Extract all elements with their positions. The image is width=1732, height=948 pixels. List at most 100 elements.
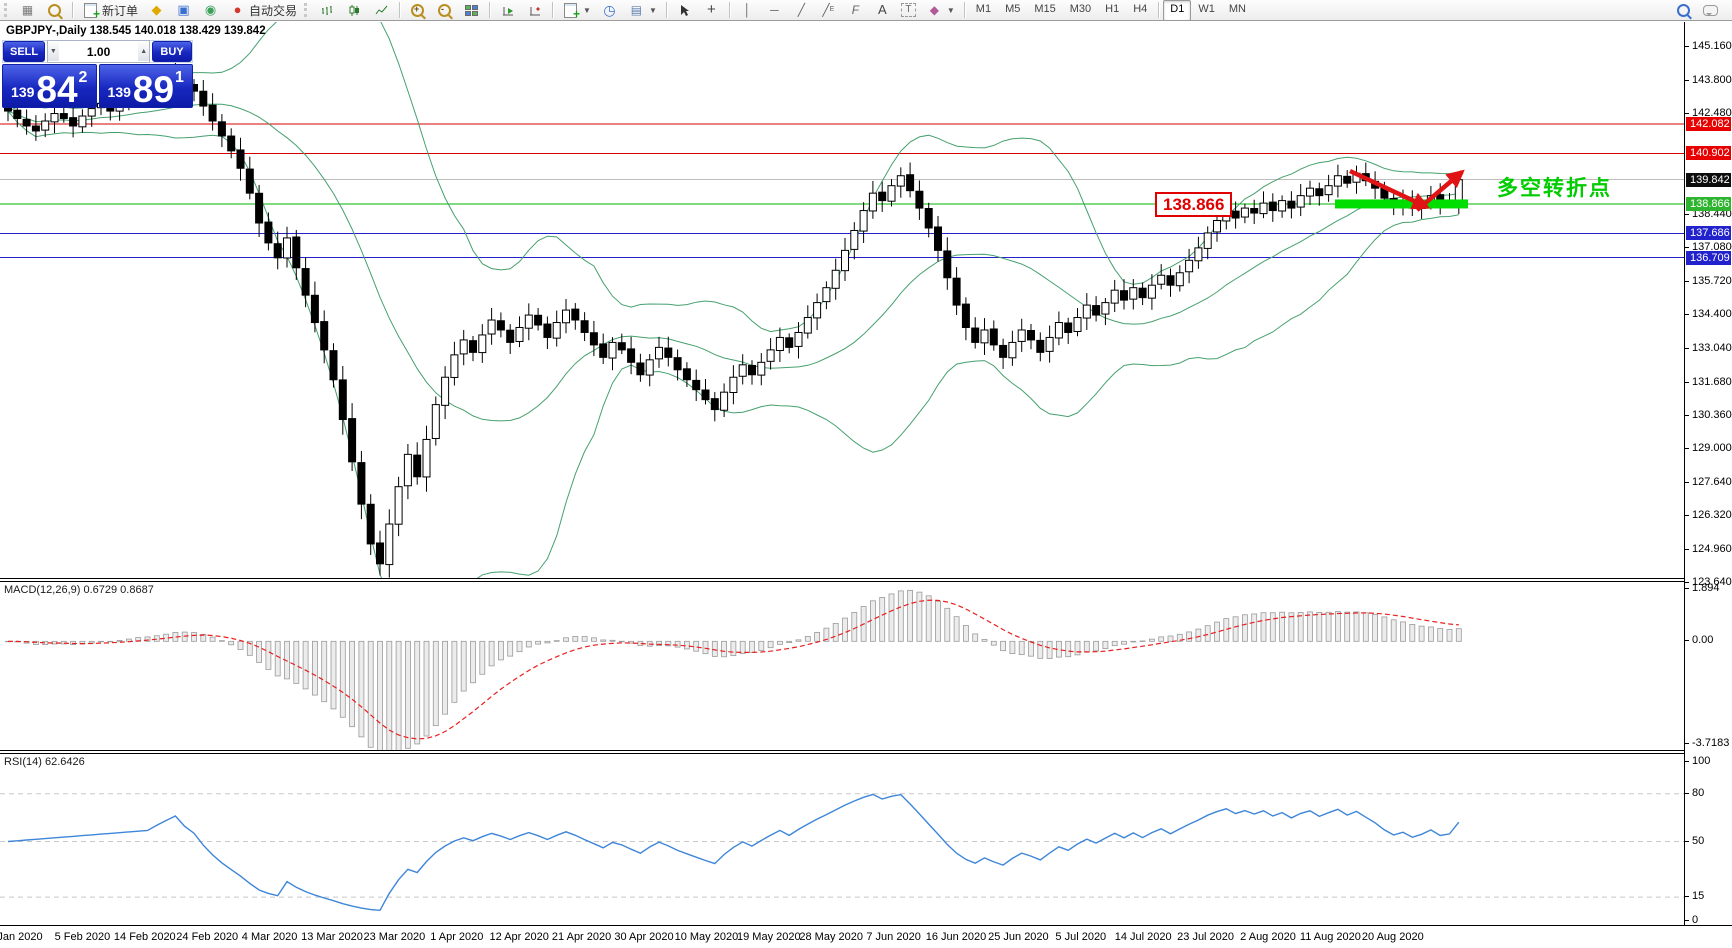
timeframe-h1[interactable]: H1 <box>1105 2 1120 15</box>
date-tick-label: 23 Jul 2020 <box>1177 931 1235 943</box>
fibonacci-icon: F <box>851 3 860 17</box>
bid-ask-display: 139 84 2 139 89 1 <box>2 64 193 108</box>
text-button[interactable]: A <box>869 0 896 21</box>
price-level-annotation[interactable]: 138.866 <box>1155 191 1233 217</box>
main-toolbar: ▦ 新订单 ◆ ▣ ◉ ● 自动交易 + - ▼ ◷ ▤▼ + │ ─ ╱ ╱E… <box>0 0 1732 22</box>
one-click-trading-panel: SELL ▼ ▲ BUY 139 84 2 139 89 1 <box>2 40 193 108</box>
chart-line-icon <box>373 2 390 18</box>
buy-price-button[interactable]: 139 89 1 <box>98 64 193 108</box>
vertical-line-button[interactable]: │ <box>734 0 761 21</box>
tile-windows-button[interactable] <box>458 0 485 21</box>
toolbar-separator <box>72 2 73 18</box>
autotrading-icon: ● <box>233 2 242 17</box>
zoom-in-icon: + <box>409 2 426 18</box>
volume-input[interactable] <box>58 42 139 61</box>
indicators-dropdown[interactable]: ▼ <box>557 0 596 22</box>
date-tick-label: 4 Mar 2020 <box>241 931 298 943</box>
auto-scroll-button[interactable] <box>494 0 521 21</box>
new-order-button[interactable]: 新订单 <box>77 0 143 22</box>
date-tick-label: 1 Apr 2020 <box>430 931 484 943</box>
sell-button[interactable]: SELL <box>3 41 46 62</box>
chevron-down-icon: ▼ <box>648 5 657 15</box>
timeframe-mn[interactable]: MN <box>1228 2 1246 15</box>
timeframe-m30[interactable]: M30 <box>1069 2 1092 15</box>
profiles-icon <box>46 2 63 18</box>
equidistant-channel-button[interactable]: ╱ E <box>815 0 842 21</box>
price-line-badge: 142.082 <box>1686 116 1731 131</box>
rsi-scale-label: 15 <box>1684 890 1705 903</box>
timeframe-m15[interactable]: M15 <box>1034 2 1056 15</box>
zoom-in-button[interactable]: + <box>404 0 431 21</box>
time-scale[interactable]: Jan 2020 5 Feb 2020 14 Feb 2020 24 Feb 2020… <box>0 925 1732 948</box>
terminal-button[interactable]: ▣ <box>170 0 197 21</box>
volume-increase-button[interactable]: ▲ <box>138 42 150 61</box>
volume-stepper: ▼ ▲ <box>47 40 150 63</box>
auto-scroll-icon <box>499 2 516 18</box>
price-chart-canvas[interactable] <box>0 22 1684 578</box>
timeframe-m5[interactable]: M5 <box>1005 2 1021 15</box>
timeframe-h4[interactable]: H4 <box>1133 2 1148 15</box>
date-tick-label: 20 Aug 2020 <box>1361 931 1424 943</box>
rsi-scale-label: 0 <box>1684 914 1699 926</box>
chat-icon <box>1702 2 1719 18</box>
chart-bars-icon <box>319 2 336 18</box>
metaeditor-button[interactable]: ◆ <box>143 0 170 21</box>
panel-separator[interactable] <box>0 578 1732 582</box>
sell-price-button[interactable]: 139 84 2 <box>2 64 97 108</box>
macd-indicator-label: MACD(12,26,9) 0.6729 0.8687 <box>4 584 154 596</box>
trendline-button[interactable]: ╱ <box>788 0 815 21</box>
periods-dropdown[interactable]: ◷ <box>596 0 623 21</box>
chart-candles-icon <box>346 2 363 18</box>
search-button[interactable] <box>1670 0 1697 21</box>
autotrading-button[interactable]: ● 自动交易 <box>224 0 302 21</box>
toolbar-separator <box>489 2 491 18</box>
chart-shift-button[interactable] <box>521 0 548 21</box>
new-chart-icon: ▦ <box>21 3 34 17</box>
buy-button[interactable]: BUY <box>152 41 192 62</box>
chart-window: GBPJPY-,Daily 138.545 140.018 138.429 13… <box>0 22 1732 948</box>
timeframe-d1[interactable]: D1 <box>1163 0 1192 21</box>
rsi-scale-label: 100 <box>1684 755 1711 767</box>
macd-panel-canvas[interactable] <box>0 582 1684 750</box>
fibonacci-button[interactable]: F <box>842 0 869 21</box>
cursor-button[interactable] <box>671 0 698 21</box>
text-label-button[interactable]: T <box>896 0 921 21</box>
date-tick-label: 28 May 2020 <box>799 931 863 943</box>
horizontal-line-icon: ─ <box>770 3 779 17</box>
price-tick-label: 123.640 <box>1685 575 1732 588</box>
zoom-out-icon: - <box>436 2 453 18</box>
profiles-button[interactable] <box>41 0 68 21</box>
volume-decrease-button[interactable]: ▼ <box>48 42 59 61</box>
price-tick-label: 133.040 <box>1685 341 1732 354</box>
chart-line-button[interactable] <box>368 0 395 21</box>
signals-button[interactable]: ◉ <box>197 0 224 21</box>
templates-dropdown[interactable]: ▤ ▼ <box>623 0 662 21</box>
timeframe-w1[interactable]: W1 <box>1198 2 1215 15</box>
toolbar-grip <box>304 3 310 17</box>
crosshair-button[interactable]: + <box>698 0 725 21</box>
signals-icon: ◉ <box>204 2 217 17</box>
horizontal-line-button[interactable]: ─ <box>761 0 788 21</box>
text-icon: A <box>878 2 887 17</box>
chart-candles-button[interactable] <box>341 0 368 21</box>
chart-bars-button[interactable] <box>314 0 341 21</box>
date-tick-label: 10 May 2020 <box>674 931 739 943</box>
clock-icon: ◷ <box>603 2 616 18</box>
arrows-dropdown[interactable]: ◆ ▼ <box>921 0 960 21</box>
price-tick-label: 143.800 <box>1685 74 1732 87</box>
price-scale[interactable]: 145.160 143.800 142.480 138.440 137.080 135.7… <box>1684 22 1732 926</box>
zoom-out-button[interactable]: - <box>431 0 458 21</box>
timeframe-m1[interactable]: M1 <box>975 2 992 15</box>
toolbar-separator <box>1158 2 1160 18</box>
price-tick-label: 142.480 <box>1685 107 1732 120</box>
chevron-down-icon: ▼ <box>583 5 591 15</box>
date-tick-label: 5 Jul 2020 <box>1055 931 1107 943</box>
date-tick-label: 24 Feb 2020 <box>176 931 239 943</box>
pivot-note-annotation[interactable]: 多空转折点 <box>1497 177 1612 200</box>
community-chat-button[interactable] <box>1697 0 1724 21</box>
new-chart-button[interactable]: ▦ <box>14 0 41 21</box>
panel-separator[interactable] <box>0 750 1732 754</box>
rsi-panel-canvas[interactable] <box>0 754 1684 925</box>
chart-title: GBPJPY-,Daily 138.545 140.018 138.429 13… <box>6 25 266 37</box>
date-tick-label: 2 Aug 2020 <box>1240 931 1296 943</box>
